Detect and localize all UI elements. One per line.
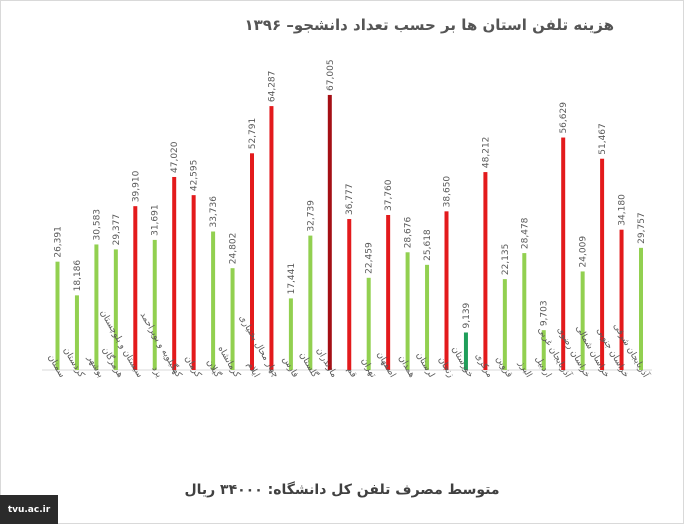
bar xyxy=(600,158,605,370)
category-label: البرز xyxy=(516,359,534,380)
bar xyxy=(74,295,79,370)
bar xyxy=(541,330,546,370)
data-label: 29,757 xyxy=(637,212,647,244)
bar xyxy=(152,239,157,370)
data-label: 32,739 xyxy=(306,200,316,232)
bar xyxy=(502,279,507,370)
category-label: بوشهر xyxy=(84,353,105,379)
category-label: سمنان xyxy=(45,353,66,379)
data-label: 36,777 xyxy=(345,184,355,216)
data-label: 17,441 xyxy=(287,263,297,295)
bar xyxy=(288,298,293,370)
bar xyxy=(619,229,624,370)
category-label: یزد xyxy=(149,365,164,380)
bar xyxy=(250,153,254,370)
bar xyxy=(483,172,488,370)
site-badge[interactable]: tvu.ac.ir xyxy=(0,495,58,524)
data-label: 38,650 xyxy=(443,176,453,208)
data-label: 18,186 xyxy=(73,260,83,292)
bar xyxy=(308,235,313,370)
category-label: اصفهان xyxy=(374,350,397,379)
data-label: 31,691 xyxy=(151,204,161,236)
data-label: 30,583 xyxy=(92,209,102,240)
bar xyxy=(327,94,332,371)
data-label: 47,020 xyxy=(170,141,180,173)
data-label: 22,459 xyxy=(365,242,375,274)
bar xyxy=(172,176,177,370)
data-label: 64,287 xyxy=(267,71,277,103)
category-label: مرکزی xyxy=(473,352,495,380)
bar xyxy=(55,261,60,370)
category-label: فارس xyxy=(280,355,300,379)
bar xyxy=(211,231,216,370)
data-label: 25,618 xyxy=(423,229,433,261)
data-label: 33,736 xyxy=(209,196,219,228)
data-label: 24,802 xyxy=(229,233,239,264)
bar xyxy=(522,253,527,370)
bar xyxy=(133,206,138,370)
bar xyxy=(561,137,566,370)
chart-title: هزینه تلفن استان ها بر حسب تعداد دانشجو–… xyxy=(244,16,615,34)
data-label: 52,791 xyxy=(248,118,258,150)
data-label: 67,005 xyxy=(326,59,336,91)
bar xyxy=(580,271,585,370)
data-label: 24,009 xyxy=(579,236,589,268)
data-label: 29,377 xyxy=(112,214,122,246)
bar xyxy=(94,244,99,370)
data-label: 9,703 xyxy=(540,300,550,326)
category-label: زنجان xyxy=(436,355,456,379)
category-label: اردبیل xyxy=(533,355,553,380)
bar xyxy=(444,211,449,370)
data-label: 51,467 xyxy=(598,123,608,155)
bar xyxy=(425,264,430,370)
bar xyxy=(639,247,643,370)
bar xyxy=(386,214,391,370)
category-label: گیلان xyxy=(204,357,224,380)
bar xyxy=(269,106,274,370)
bar xyxy=(191,195,196,370)
category-label: لرستان xyxy=(414,351,436,380)
bar xyxy=(463,332,468,370)
category-label: همدان xyxy=(396,354,417,380)
data-label: 28,676 xyxy=(404,217,414,249)
data-label: 39,910 xyxy=(131,170,141,202)
data-label: 48,212 xyxy=(481,137,491,169)
bar xyxy=(113,249,118,370)
data-label: 37,760 xyxy=(384,179,394,211)
category-label: تهران xyxy=(359,357,378,380)
data-label: 9,139 xyxy=(462,302,472,328)
average-usage-note: متوسط مصرف تلفن کل دانشگاه: ۳۴۰۰۰ ریال xyxy=(184,482,500,498)
bar xyxy=(366,277,371,370)
bar xyxy=(230,268,235,370)
bar xyxy=(347,219,352,370)
data-label: 22,135 xyxy=(501,244,511,275)
category-label: قزوین xyxy=(494,355,514,380)
category-label: کرمان xyxy=(182,354,203,380)
data-label: 28,478 xyxy=(520,217,530,249)
bar xyxy=(405,252,410,370)
data-label: 34,180 xyxy=(618,194,628,226)
data-label: 42,595 xyxy=(190,160,200,192)
category-label: قم xyxy=(345,366,359,380)
bar-chart: 26,391سمنان18,186کردستان30,583بوشهر29,37… xyxy=(42,59,652,380)
data-label: 26,391 xyxy=(54,226,64,258)
data-label: 56,629 xyxy=(559,102,569,134)
